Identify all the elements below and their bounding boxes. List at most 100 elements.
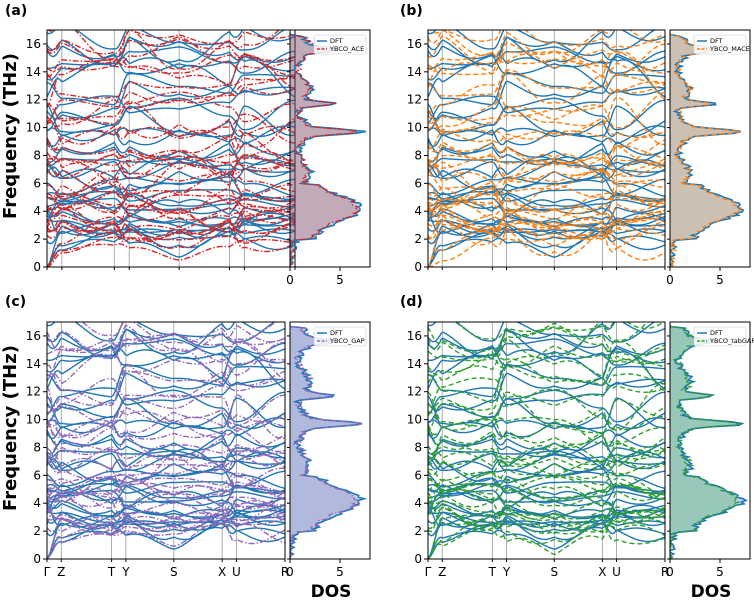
ytick-label: 6 bbox=[414, 176, 422, 190]
model-band-1 bbox=[428, 221, 665, 267]
model-band-19 bbox=[47, 149, 295, 178]
xtick-label-T: T bbox=[107, 565, 116, 579]
model-band-12 bbox=[47, 186, 295, 222]
model-band-14 bbox=[47, 472, 285, 500]
dos-xtick-label: 0 bbox=[666, 565, 674, 579]
dft-band-15 bbox=[428, 176, 665, 196]
xtick-label-R: R bbox=[661, 565, 669, 579]
dos-dft-fill bbox=[290, 324, 365, 559]
ytick-label: 10 bbox=[407, 413, 422, 427]
model-band-4 bbox=[428, 500, 665, 528]
dos-label-right: DOS bbox=[691, 582, 732, 602]
dft-band-26 bbox=[428, 378, 665, 416]
model-band-16 bbox=[47, 450, 285, 488]
dos-model-line bbox=[670, 324, 741, 559]
ytick-label: 4 bbox=[414, 496, 422, 510]
dft-band-30 bbox=[428, 54, 665, 81]
model-band-30 bbox=[428, 49, 665, 74]
model-band-15 bbox=[428, 457, 665, 482]
ytick-label: 6 bbox=[33, 176, 41, 190]
bands bbox=[47, 30, 295, 267]
model-band-33 bbox=[47, 30, 295, 70]
model-band-26 bbox=[428, 80, 665, 121]
panel-tag: (d) bbox=[400, 294, 423, 310]
model-band-20 bbox=[47, 135, 295, 170]
model-band-8 bbox=[47, 485, 285, 525]
model-band-13 bbox=[428, 476, 665, 496]
model-band-13 bbox=[47, 176, 295, 207]
dft-band-6 bbox=[47, 503, 285, 531]
model-band-1 bbox=[428, 516, 665, 559]
model-band-16 bbox=[47, 159, 295, 199]
model-band-26 bbox=[47, 77, 295, 123]
xtick-label-Z: Z bbox=[438, 565, 446, 579]
dft-band-0 bbox=[428, 524, 665, 559]
panel-tag: (c) bbox=[5, 294, 26, 310]
model-band-8 bbox=[428, 486, 665, 519]
model-band-9 bbox=[428, 490, 665, 525]
model-band-31 bbox=[428, 327, 665, 363]
model-band-6 bbox=[428, 205, 665, 237]
model-band-14 bbox=[428, 170, 665, 206]
dft-band-28 bbox=[428, 365, 665, 398]
ytick-label: 12 bbox=[26, 93, 41, 107]
dos-model-line bbox=[290, 32, 362, 267]
model-band-24 bbox=[47, 385, 285, 440]
ytick-label: 0 bbox=[33, 552, 41, 566]
ytick-label: 2 bbox=[414, 524, 422, 538]
model-band-31 bbox=[47, 334, 285, 376]
ytick-label: 6 bbox=[33, 468, 41, 482]
dft-band-19 bbox=[428, 447, 665, 463]
model-band-20 bbox=[47, 434, 285, 464]
dft-band-34 bbox=[428, 322, 656, 343]
dos-label-left: DOS bbox=[311, 582, 352, 602]
model-band-20 bbox=[428, 139, 665, 174]
model-band-25 bbox=[428, 91, 665, 129]
model-band-25 bbox=[47, 394, 285, 427]
ylabel-bottom-text: Frequency (THz) bbox=[0, 345, 21, 511]
model-band-27 bbox=[47, 363, 285, 409]
dft-band-3 bbox=[428, 517, 665, 543]
model-band-10 bbox=[47, 193, 295, 215]
model-band-21 bbox=[428, 424, 665, 456]
dos-labels: DOS DOS bbox=[311, 582, 732, 602]
ytick-label: 10 bbox=[407, 121, 422, 135]
ytick-label: 4 bbox=[414, 204, 422, 218]
ytick-label: 0 bbox=[33, 260, 41, 274]
band-axes-frame bbox=[427, 29, 666, 268]
model-band-12 bbox=[428, 182, 665, 215]
dft-band-5 bbox=[47, 511, 285, 533]
dft-band-9 bbox=[428, 204, 665, 228]
model-band-7 bbox=[428, 498, 665, 528]
dos-axes-frame bbox=[669, 29, 751, 268]
ytick-label: 10 bbox=[26, 413, 41, 427]
model-band-30 bbox=[428, 345, 665, 376]
model-band-18 bbox=[47, 150, 295, 188]
model-band-16 bbox=[428, 161, 665, 196]
dft-band-4 bbox=[428, 511, 665, 526]
legend-dft-label: DFT bbox=[330, 329, 343, 337]
legend-model-label: YBCO_ACE bbox=[329, 45, 364, 53]
model-band-19 bbox=[47, 442, 285, 462]
model-band-26 bbox=[428, 373, 665, 416]
dft-band-23 bbox=[47, 120, 295, 148]
ytick-label: 0 bbox=[414, 260, 422, 274]
dos bbox=[290, 324, 368, 559]
dft-band-12 bbox=[47, 482, 285, 503]
dft-band-24 bbox=[428, 395, 665, 430]
ytick-label: 16 bbox=[26, 329, 41, 343]
dos-xtick-label: 0 bbox=[286, 565, 294, 579]
dft-band-25 bbox=[428, 389, 665, 424]
model-band-12 bbox=[47, 474, 285, 502]
ytick-label: 8 bbox=[33, 440, 41, 454]
model-band-24 bbox=[428, 391, 665, 434]
ytick-label: 4 bbox=[33, 204, 41, 218]
model-band-25 bbox=[47, 91, 295, 125]
xtick-label-U: U bbox=[232, 565, 241, 579]
xtick-label-T: T bbox=[488, 565, 497, 579]
dft-band-12 bbox=[47, 190, 295, 211]
dft-band-3 bbox=[47, 225, 295, 251]
